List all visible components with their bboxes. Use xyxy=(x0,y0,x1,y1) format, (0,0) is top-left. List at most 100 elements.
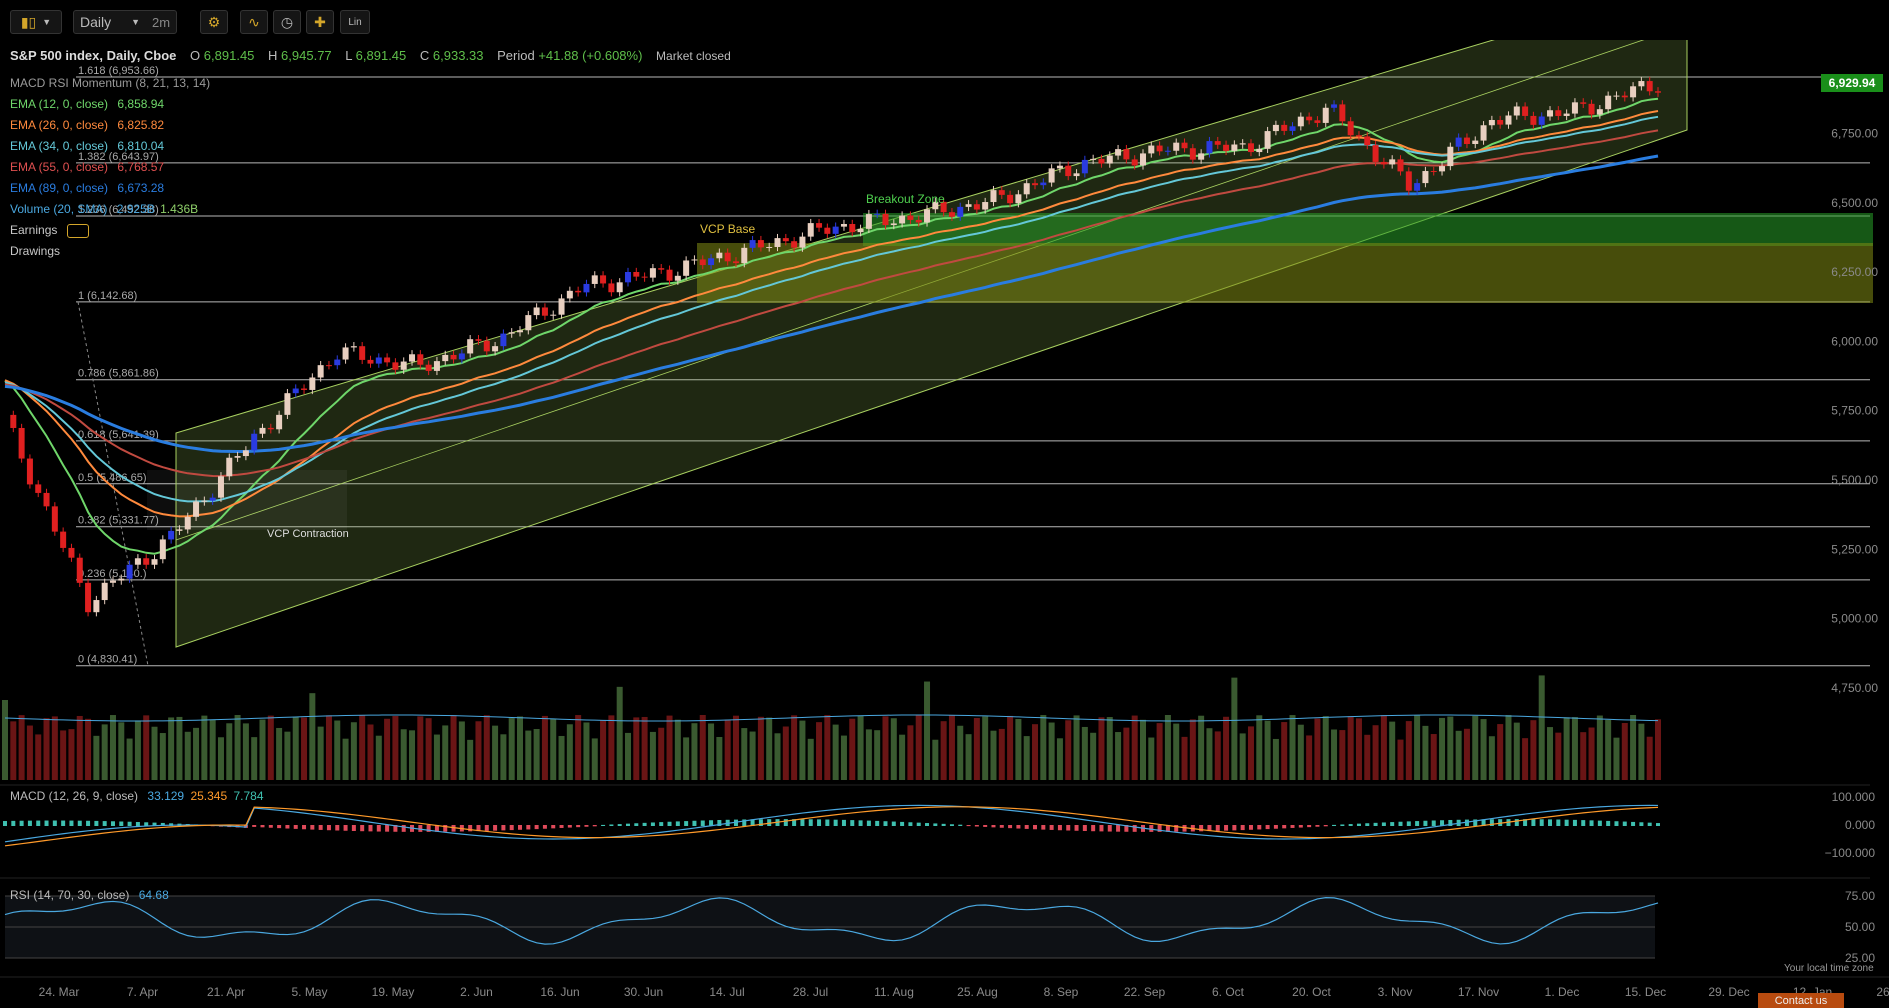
candle-body xyxy=(151,559,158,565)
earnings-toggle-icon[interactable] xyxy=(66,223,89,238)
volume-bar xyxy=(1007,715,1014,780)
legend-ema-55[interactable]: EMA (55, 0, close) 6,768.57 xyxy=(10,160,164,174)
legend-value: 6,673.28 xyxy=(117,181,165,195)
ema-34-line xyxy=(4,115,1659,503)
settings-button[interactable]: ⚙ xyxy=(200,10,228,34)
candle-body xyxy=(1372,145,1379,162)
macd-histogram-bar xyxy=(1614,821,1619,826)
macd-histogram-bar xyxy=(1232,825,1237,831)
volume-bar xyxy=(417,716,424,780)
macd-histogram-bar xyxy=(318,825,323,830)
macd-histogram-bar xyxy=(567,825,572,828)
legend-ema-89[interactable]: EMA (89, 0, close) 6,673.28 xyxy=(10,181,164,195)
price-axis-label: 6,500.00 xyxy=(1831,196,1878,210)
volume-bar xyxy=(990,730,997,780)
volume-bar xyxy=(1430,734,1437,780)
candle-body xyxy=(317,365,324,378)
macd-histogram-bar xyxy=(302,825,307,830)
open-label: O xyxy=(190,48,201,63)
legend-ema-34[interactable]: EMA (34, 0, close) 6,810.04 xyxy=(10,139,164,153)
period-label: Period xyxy=(497,48,535,63)
interval-value: Daily xyxy=(80,14,112,30)
macd-label: MACD (12, 26, 9, close) xyxy=(10,789,139,803)
candle-body xyxy=(1547,110,1554,117)
volume-bar xyxy=(1463,728,1470,780)
legend-macd-rsi-momentum[interactable]: MACD RSI Momentum (8, 21, 13, 14) xyxy=(10,76,210,90)
volume-bar xyxy=(400,729,407,780)
volume-bar xyxy=(849,718,856,780)
volume-bar xyxy=(18,715,25,780)
candle-body xyxy=(1505,115,1512,125)
volume-bar xyxy=(301,717,308,780)
macd-histogram-bar xyxy=(551,825,556,829)
macd-histogram-bar xyxy=(542,825,547,829)
candle-body xyxy=(1090,158,1097,160)
volume-bar xyxy=(924,681,931,780)
volume-bar xyxy=(624,732,631,780)
macd-histogram-bar xyxy=(1248,825,1253,830)
volume-bar xyxy=(716,736,723,780)
time-axis-label: 26. Jan xyxy=(1876,985,1889,999)
candle-body xyxy=(134,558,141,565)
candle-body xyxy=(1397,159,1404,172)
time-axis-label: 20. Oct xyxy=(1292,985,1331,999)
crosshair-button[interactable]: ✚ xyxy=(306,10,334,34)
volume-bar xyxy=(957,725,964,780)
macd-histogram-bar xyxy=(933,823,938,826)
timezone-label[interactable]: Your local time zone xyxy=(1784,963,1874,974)
macd-histogram-bar xyxy=(916,822,921,826)
macd-legend[interactable]: MACD (12, 26, 9, close) 33.129 25.345 7.… xyxy=(10,789,264,803)
volume-bar xyxy=(1480,719,1487,780)
channel-fill xyxy=(175,14,1688,648)
macd-histogram-bar xyxy=(61,820,66,826)
legend-volume[interactable]: Volume (20, SMA) 2.925B 1.436B xyxy=(10,202,198,216)
interval-secondary: 2m xyxy=(152,14,171,30)
legend-ema-26[interactable]: EMA (26, 0, close) 6,825.82 xyxy=(10,118,164,132)
scale-button[interactable]: Lin xyxy=(340,10,370,34)
macd-histogram-bar xyxy=(958,824,963,826)
interval-select[interactable]: Daily ▼ 2m xyxy=(73,10,177,34)
volume-bar xyxy=(1306,735,1313,780)
candle-body xyxy=(392,362,399,370)
legend-earnings[interactable]: Earnings xyxy=(10,223,89,238)
volume-bar xyxy=(1613,737,1620,780)
volume-bar xyxy=(60,730,67,780)
volume-bar xyxy=(168,717,175,780)
chart-type-button[interactable]: ▮▯ ▼ xyxy=(10,10,62,34)
macd-histogram-bar xyxy=(634,823,639,826)
macd-histogram-bar xyxy=(584,825,589,827)
indicators-button[interactable]: ∿ xyxy=(240,10,268,34)
volume-bar xyxy=(1497,724,1504,780)
contact-us-button[interactable]: Contact us xyxy=(1758,993,1844,1008)
candle-body xyxy=(1563,113,1570,116)
volume-bar xyxy=(1272,738,1279,780)
rsi-legend[interactable]: RSI (14, 70, 30, close) 64.68 xyxy=(10,888,169,902)
candle-body xyxy=(1322,107,1329,123)
candle-body xyxy=(525,315,532,331)
legend-ema-12[interactable]: EMA (12, 0, close) 6,858.94 xyxy=(10,97,164,111)
volume-bar xyxy=(940,721,947,780)
candle-body xyxy=(749,240,756,248)
candle-body xyxy=(1032,183,1039,186)
macd-histogram-bar xyxy=(152,822,157,826)
crosshair-icon: ✚ xyxy=(314,13,326,30)
candle-body xyxy=(948,212,955,217)
candle-body xyxy=(732,261,739,264)
macd-histogram-bar xyxy=(376,825,381,832)
macd-histogram-bar xyxy=(393,825,398,832)
replay-button[interactable]: ◷ xyxy=(273,10,301,34)
macd-histogram-bar xyxy=(27,820,32,826)
volume-bar xyxy=(118,722,125,780)
candle-body xyxy=(159,539,166,560)
candle-body xyxy=(1231,144,1238,151)
macd-histogram-bar xyxy=(119,821,124,826)
candle-body xyxy=(26,458,33,485)
volume-bar xyxy=(1530,720,1537,780)
candle-body xyxy=(467,339,474,354)
time-axis-label: 11. Aug xyxy=(874,985,914,999)
legend-drawings[interactable]: Drawings xyxy=(10,244,60,258)
volume-bar xyxy=(907,725,914,780)
low-value: 6,891.45 xyxy=(355,48,407,63)
macd-histogram-bar xyxy=(476,825,481,832)
